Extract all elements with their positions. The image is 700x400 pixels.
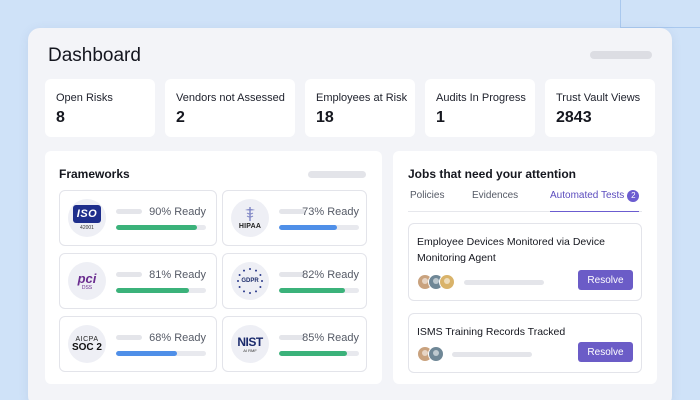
job-card: ISMS Training Records Tracked Resolve [408, 313, 642, 373]
count-badge: 2 [627, 190, 640, 202]
placeholder-bar [116, 209, 142, 214]
framework-card-iso[interactable]: ISO 42001 90% Ready [59, 190, 217, 246]
stats-row: Open Risks 8 Vendors not Assessed 2 Empl… [45, 79, 655, 137]
gdpr-logo: GDPR [231, 262, 269, 300]
framework-readiness: 68% Ready [149, 332, 206, 344]
stars-ring-icon [237, 268, 263, 294]
stat-value: 8 [56, 109, 65, 126]
progress-bar [279, 351, 359, 356]
stat-card-trust-vault-views[interactable]: Trust Vault Views 2843 [545, 79, 655, 137]
hipaa-logo: HIPAA [231, 199, 269, 237]
progress-bar [279, 288, 359, 293]
progress-fill [279, 225, 338, 230]
progress-bar [116, 225, 206, 230]
framework-card-pci-dss[interactable]: pci DSS 81% Ready [59, 253, 217, 309]
pci-dss-logo: pci DSS [68, 262, 106, 300]
stat-label: Trust Vault Views [556, 92, 641, 104]
jobs-tabs: Policies Evidences Automated Tests 2 [408, 190, 642, 212]
placeholder-bar [464, 280, 544, 285]
progress-fill [279, 288, 345, 293]
avatar [428, 346, 444, 362]
jobs-panel: Jobs that need your attention Policies E… [393, 151, 657, 384]
progress-fill [116, 225, 197, 230]
tab-policies[interactable]: Policies [410, 190, 445, 201]
framework-card-soc2[interactable]: AICPA SOC 2 68% Ready [59, 316, 217, 372]
job-card: Employee Devices Monitored via Device Mo… [408, 223, 642, 301]
frameworks-grid: ISO 42001 90% Ready HIPAA [59, 190, 367, 372]
stat-card-open-risks[interactable]: Open Risks 8 [45, 79, 155, 137]
placeholder-bar [279, 335, 305, 340]
header-placeholder-bar [590, 51, 652, 59]
stat-label: Audits In Progress [436, 92, 526, 104]
avatar-group [417, 346, 444, 362]
tab-label: Automated Tests [550, 190, 625, 201]
job-title: Employee Devices Monitored via Device Mo… [417, 236, 605, 264]
aicpa-soc2-logo: AICPA SOC 2 [68, 325, 106, 363]
frameworks-title: Frameworks [59, 167, 130, 181]
iso-27001-logo: ISO 42001 [68, 199, 106, 237]
avatar-group [417, 274, 455, 290]
progress-bar [116, 288, 206, 293]
caduceus-icon [245, 207, 255, 221]
framework-card-hipaa[interactable]: HIPAA 73% Ready [222, 190, 367, 246]
tab-evidences[interactable]: Evidences [472, 190, 519, 201]
stat-value: 2843 [556, 109, 592, 126]
frameworks-panel: Frameworks ISO 42001 90% Ready [45, 151, 382, 384]
placeholder-bar [452, 352, 532, 357]
page-title: Dashboard [48, 45, 141, 66]
framework-readiness: 82% Ready [302, 269, 359, 281]
stat-card-vendors-not-assessed[interactable]: Vendors not Assessed 2 [165, 79, 295, 137]
framework-readiness: 90% Ready [149, 206, 206, 218]
job-title: ISMS Training Records Tracked [417, 326, 566, 338]
stat-label: Employees at Risk [316, 92, 408, 104]
jobs-title: Jobs that need your attention [408, 167, 577, 181]
framework-card-nist[interactable]: NIST AI RMF 85% Ready [222, 316, 367, 372]
stat-card-audits-in-progress[interactable]: Audits In Progress 1 [425, 79, 535, 137]
progress-bar [279, 225, 359, 230]
stat-value: 1 [436, 109, 445, 126]
stat-label: Open Risks [56, 92, 113, 104]
resolve-button[interactable]: Resolve [578, 270, 633, 290]
progress-fill [116, 288, 189, 293]
framework-readiness: 85% Ready [302, 332, 359, 344]
progress-fill [279, 351, 347, 356]
framework-readiness: 81% Ready [149, 269, 206, 281]
framework-readiness: 73% Ready [302, 206, 359, 218]
background-decoration [620, 0, 700, 28]
progress-fill [116, 351, 178, 356]
dashboard-card: Dashboard Open Risks 8 Vendors not Asses… [28, 28, 672, 400]
stat-value: 18 [316, 109, 334, 126]
progress-bar [116, 351, 206, 356]
frameworks-placeholder-bar [308, 171, 366, 178]
placeholder-bar [279, 209, 305, 214]
placeholder-bar [116, 272, 142, 277]
resolve-button[interactable]: Resolve [578, 342, 633, 362]
framework-card-gdpr[interactable]: GDPR 82% Ready [222, 253, 367, 309]
avatar [439, 274, 455, 290]
tab-automated-tests[interactable]: Automated Tests 2 [550, 190, 640, 212]
stat-label: Vendors not Assessed [176, 92, 285, 104]
placeholder-bar [279, 272, 305, 277]
stat-card-employees-at-risk[interactable]: Employees at Risk 18 [305, 79, 415, 137]
placeholder-bar [116, 335, 142, 340]
nist-ai-rmf-logo: NIST AI RMF [231, 325, 269, 363]
stat-value: 2 [176, 109, 185, 126]
